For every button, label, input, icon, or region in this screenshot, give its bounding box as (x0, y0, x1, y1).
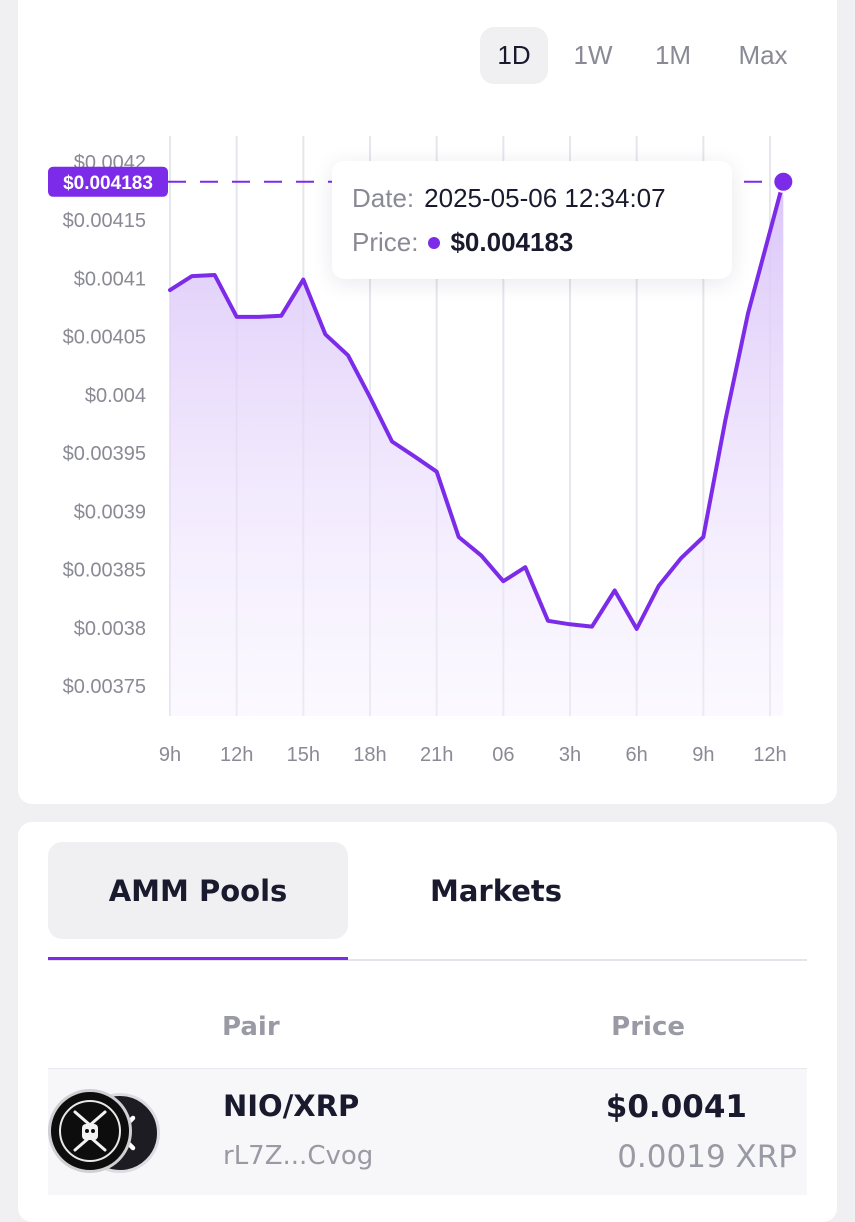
series-dot-icon (428, 236, 441, 249)
range-1d-button[interactable]: 1D (480, 27, 548, 84)
y-tick-label: $0.0038 (74, 618, 146, 640)
x-tick-label: 21h (420, 744, 453, 766)
y-tick-label: $0.004 (85, 385, 146, 407)
table-row[interactable]: NIO/XRP rL7Z...Cvog $0.0041 0.0019 XRP (48, 1068, 807, 1195)
nio-token-logo-icon (48, 1089, 132, 1173)
x-tick-label: 9h (692, 744, 714, 766)
x-tick-label: 18h (353, 744, 386, 766)
y-tick-label: $0.00395 (63, 443, 146, 465)
tooltip-price-value: $0.004183 (450, 227, 574, 257)
chart-tooltip: Date: 2025-05-06 12:34:07 Price: $0.0041… (332, 161, 732, 279)
x-tick-label: 15h (287, 744, 320, 766)
tab-amm-pools[interactable]: AMM Pools (48, 842, 348, 939)
pools-card: AMM Pools Markets Pair Price (18, 822, 837, 1222)
range-1m-button[interactable]: 1M (654, 40, 692, 70)
pair-price-usd: $0.0041 (605, 1089, 747, 1125)
tab-markets[interactable]: Markets (429, 873, 563, 908)
price-line (168, 179, 786, 631)
price-chart[interactable]: $0.00375 $0.0038 $0.00385 $0.0039 $0.00395 $0… (18, 0, 837, 804)
tooltip-date-row: Date: 2025-05-06 12:34:07 (352, 183, 666, 214)
column-header-price[interactable]: Price (611, 1012, 685, 1042)
tab-divider (48, 959, 807, 961)
column-header-pair[interactable]: Pair (222, 1012, 280, 1042)
x-tick-label: 3h (559, 744, 581, 766)
y-tick-label: $0.00385 (63, 560, 146, 582)
tooltip-price-row: Price: $0.004183 (352, 227, 573, 258)
current-price-tag (48, 166, 168, 197)
price-chart-card: 1D 1W 1M Max $0.00375 $0.0038 $0.00385 $0.0… (18, 0, 837, 804)
current-price-tag-label: $0.004183 (63, 173, 153, 194)
price-area-fill (170, 181, 784, 717)
pair-address: rL7Z...Cvog (223, 1141, 374, 1171)
x-tick-label: 06 (492, 744, 514, 766)
y-tick-label: $0.00415 (63, 210, 146, 232)
pair-price-xrp: 0.0019 XRP (617, 1139, 797, 1175)
x-tick-label: 6h (626, 744, 648, 766)
x-tick-label: 12h (220, 744, 253, 766)
x-tick-label: 9h (159, 744, 181, 766)
pair-name: NIO/XRP (223, 1089, 360, 1123)
x-tick-label: 12h (753, 744, 786, 766)
current-point-marker (772, 170, 795, 193)
tooltip-price-label: Price: (352, 227, 419, 257)
y-tick-label: $0.00375 (63, 676, 146, 698)
y-tick-label: $0.00405 (63, 327, 146, 349)
y-tick-label: $0.0041 (74, 268, 146, 290)
tooltip-date-value: 2025-05-06 12:34:07 (424, 183, 666, 213)
y-tick-label: $0.0039 (74, 501, 146, 523)
range-1w-button[interactable]: 1W (573, 40, 613, 70)
tab-active-indicator (48, 957, 348, 960)
range-max-button[interactable]: Max (738, 40, 788, 70)
tooltip-date-label: Date: (352, 183, 415, 213)
